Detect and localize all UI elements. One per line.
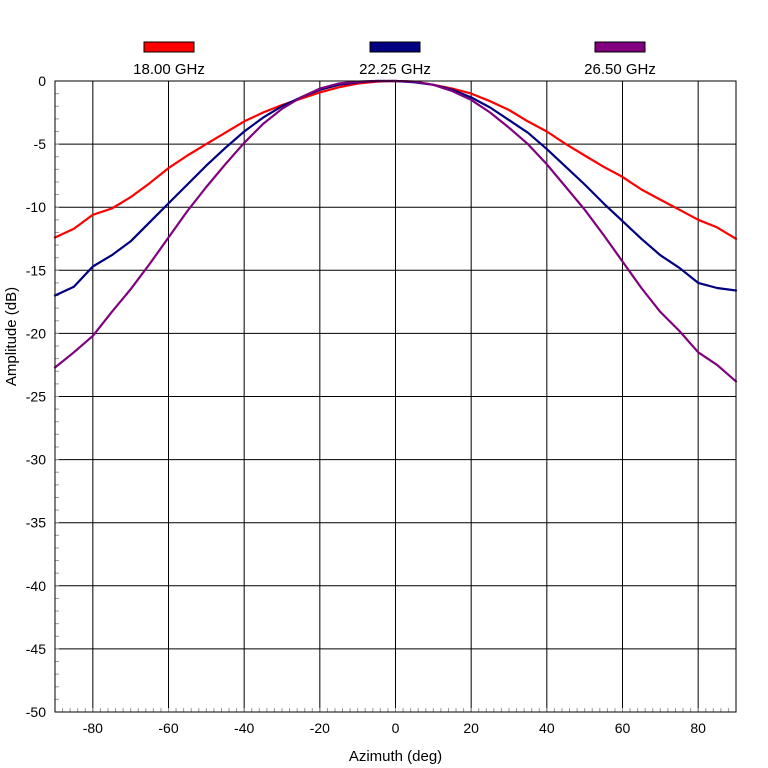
legend: 18.00 GHz 22.25 GHz 26.50 GHz <box>133 41 656 78</box>
x-axis-title: Azimuth (deg) <box>349 748 442 765</box>
legend-swatch <box>594 41 646 53</box>
y-tick-label: -20 <box>26 325 46 341</box>
y-tick-label: -50 <box>26 704 46 720</box>
legend-label: 18.00 GHz <box>133 61 205 78</box>
y-tick-label: -10 <box>26 199 46 215</box>
x-tick-label: 80 <box>690 720 706 736</box>
legend-swatch <box>143 41 195 53</box>
plot-frame <box>54 80 737 713</box>
minor-ticks <box>54 80 737 713</box>
legend-label: 26.50 GHz <box>584 61 656 78</box>
x-tick-label: -60 <box>158 720 178 736</box>
y-axis-title: Amplitude (dB) <box>3 287 20 386</box>
y-tick-label: -40 <box>26 578 46 594</box>
y-tick-label: -30 <box>26 452 46 468</box>
y-tick-label: 0 <box>38 73 46 89</box>
y-tick-label: -45 <box>26 641 46 657</box>
x-tick-labels: -80 -60 -40 -20 0 20 40 60 80 <box>83 720 706 736</box>
y-tick-label: -35 <box>26 515 46 531</box>
grid <box>55 80 736 713</box>
legend-swatch <box>369 41 421 53</box>
x-tick-label: 40 <box>539 720 555 736</box>
x-tick-label: 60 <box>615 720 631 736</box>
x-tick-label: 0 <box>392 720 400 736</box>
y-tick-label: -25 <box>26 389 46 405</box>
x-tick-label: -20 <box>310 720 330 736</box>
y-tick-label: -5 <box>34 136 47 152</box>
x-tick-label: -80 <box>83 720 103 736</box>
x-tick-label: -40 <box>234 720 254 736</box>
y-tick-labels: 0 -5 -10 -15 -20 -25 -30 -35 -40 -45 -50 <box>26 73 46 720</box>
x-tick-label: 20 <box>463 720 479 736</box>
legend-label: 22.25 GHz <box>359 61 431 78</box>
y-tick-label: -15 <box>26 262 46 278</box>
